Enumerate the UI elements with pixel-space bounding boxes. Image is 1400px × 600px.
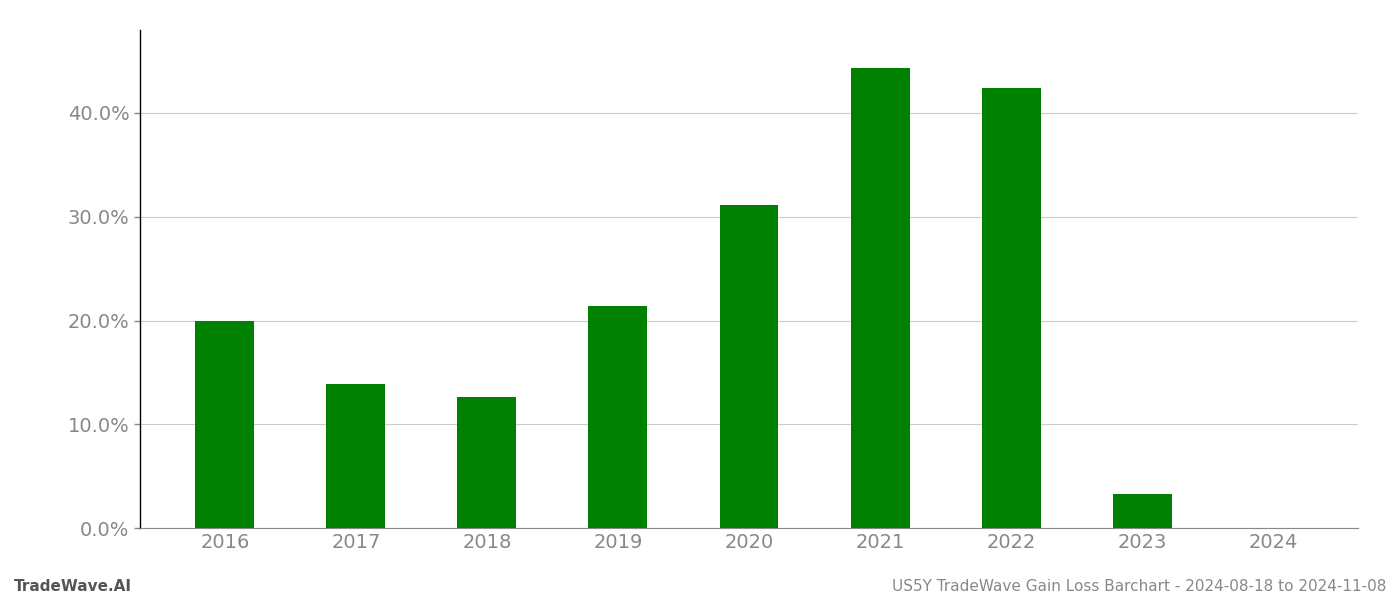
Bar <box>981 88 1040 528</box>
Bar <box>720 205 778 528</box>
Bar <box>588 307 647 528</box>
Text: TradeWave.AI: TradeWave.AI <box>14 579 132 594</box>
Bar <box>196 321 255 528</box>
Text: US5Y TradeWave Gain Loss Barchart - 2024-08-18 to 2024-11-08: US5Y TradeWave Gain Loss Barchart - 2024… <box>892 579 1386 594</box>
Bar <box>851 68 910 528</box>
Bar <box>326 385 385 528</box>
Bar <box>1113 494 1172 528</box>
Bar <box>458 397 517 528</box>
